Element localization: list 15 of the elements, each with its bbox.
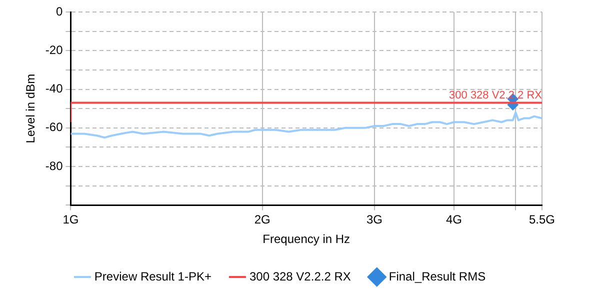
x-axis-title: Frequency in Hz bbox=[262, 232, 350, 246]
x-tick-label: 2G bbox=[254, 212, 270, 227]
y-axis-title: Level in dBm bbox=[24, 74, 38, 144]
y-tick-label: -80 bbox=[45, 158, 64, 173]
y-tick-label: -40 bbox=[45, 82, 64, 96]
y-tick-label: 0 bbox=[56, 4, 64, 18]
x-tick-label: 5.5G bbox=[528, 212, 556, 227]
legend-label: Preview Result 1-PK+ bbox=[94, 269, 212, 284]
y-tick-label: -60 bbox=[45, 120, 64, 134]
y-tick-label: -20 bbox=[45, 42, 64, 57]
x-tick-label: 3G bbox=[366, 212, 382, 227]
legend-label: 300 328 V2.2.2 RX bbox=[249, 269, 351, 284]
x-tick-label: 1G bbox=[62, 212, 79, 227]
legend-label: Final_Result RMS bbox=[388, 269, 486, 284]
x-tick-label: 4G bbox=[446, 212, 462, 227]
